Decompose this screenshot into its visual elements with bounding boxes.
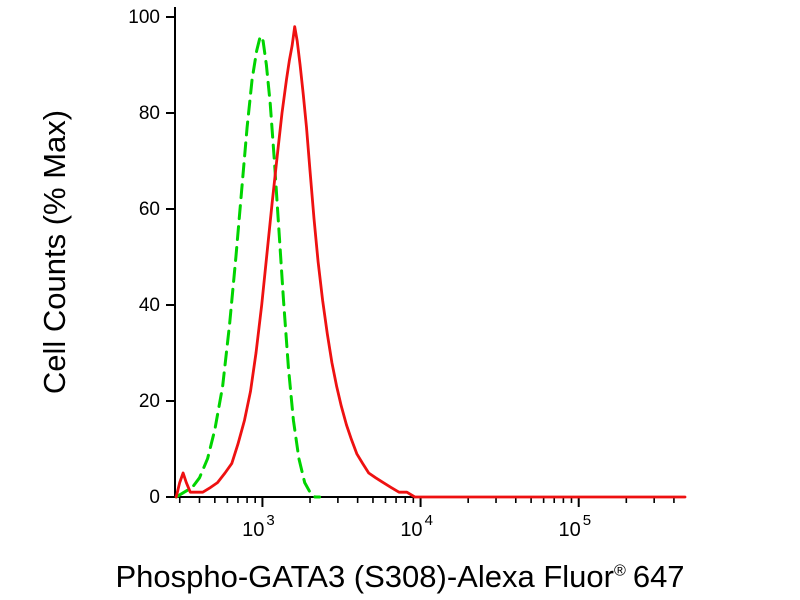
- curve-red-solid: [174, 25, 687, 499]
- registered-trademark-icon: ®: [613, 561, 626, 580]
- x-tick-label-exponent: 3: [266, 512, 274, 529]
- x-axis-title-suffix: 647: [632, 559, 685, 594]
- y-tick-label: 80: [139, 103, 160, 124]
- x-tick-label-exponent: 4: [425, 512, 433, 529]
- x-tick-label-base: 10: [558, 519, 580, 541]
- x-tick-label-exponent: 5: [583, 512, 591, 529]
- y-tick-label: 100: [128, 7, 160, 28]
- x-axis-title-text: Phospho-GATA3 (S308)-Alexa Fluor: [115, 559, 614, 594]
- y-tick-label: 60: [139, 199, 160, 220]
- x-tick-label-base: 10: [242, 519, 264, 541]
- y-tick-label: 20: [139, 391, 160, 412]
- y-tick-label: 0: [149, 487, 160, 508]
- x-axis-title: Phospho-GATA3 (S308)-Alexa Fluor® 647: [0, 559, 800, 595]
- y-axis-title: Cell Counts (% Max): [37, 109, 72, 395]
- curve-green-dashed: [174, 34, 322, 499]
- y-tick-label: 40: [139, 295, 160, 316]
- x-tick-label-base: 10: [400, 519, 422, 541]
